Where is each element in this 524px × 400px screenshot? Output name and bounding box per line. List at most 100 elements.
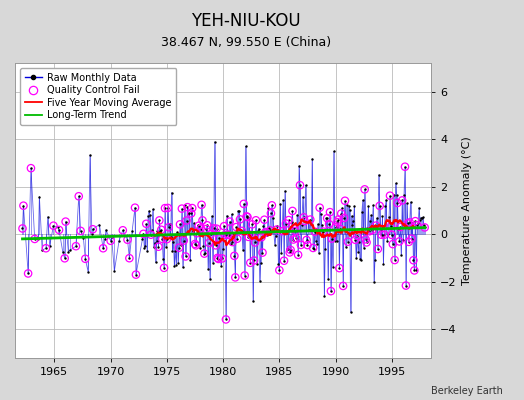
- Point: [213, 255, 222, 261]
- Point: [38, 247, 47, 253]
- Point: [170, 263, 179, 270]
- Point: [328, 236, 336, 242]
- Point: [183, 204, 192, 210]
- Point: [158, 236, 167, 242]
- Point: [307, 227, 315, 233]
- Point: [336, 226, 344, 232]
- Point: [46, 243, 54, 249]
- Point: [354, 249, 362, 255]
- Point: [115, 238, 123, 244]
- Point: [64, 249, 73, 255]
- Point: [200, 250, 209, 257]
- Point: [81, 256, 90, 262]
- Point: [171, 247, 180, 254]
- Point: [356, 256, 364, 262]
- Point: [230, 253, 238, 259]
- Point: [345, 203, 353, 210]
- Point: [310, 246, 318, 253]
- Point: [399, 237, 407, 244]
- Point: [152, 238, 161, 244]
- Point: [144, 212, 152, 219]
- Point: [154, 244, 162, 250]
- Point: [159, 256, 167, 262]
- Point: [269, 226, 278, 232]
- Point: [258, 249, 267, 256]
- Point: [222, 316, 230, 323]
- Point: [211, 242, 220, 248]
- Point: [300, 218, 309, 224]
- Point: [238, 228, 246, 234]
- Point: [214, 256, 223, 262]
- Point: [342, 244, 350, 250]
- Point: [339, 283, 347, 289]
- Point: [281, 188, 289, 194]
- Point: [163, 205, 172, 211]
- Point: [194, 222, 203, 229]
- Point: [178, 206, 186, 212]
- Point: [268, 202, 276, 208]
- Point: [183, 204, 192, 210]
- Point: [106, 238, 115, 244]
- Point: [419, 214, 427, 220]
- Point: [259, 222, 268, 229]
- Point: [352, 254, 361, 261]
- Point: [19, 202, 28, 209]
- Point: [396, 224, 405, 230]
- Point: [343, 202, 351, 208]
- Point: [147, 232, 155, 238]
- Point: [60, 255, 69, 262]
- Point: [418, 215, 426, 222]
- Point: [403, 220, 412, 227]
- Point: [353, 232, 362, 239]
- Point: [198, 217, 206, 224]
- Point: [84, 269, 92, 275]
- Point: [230, 253, 238, 259]
- Point: [269, 214, 277, 221]
- Point: [319, 228, 328, 235]
- Point: [110, 268, 118, 274]
- Point: [248, 221, 256, 228]
- Point: [125, 255, 134, 262]
- Point: [294, 252, 302, 258]
- Point: [160, 265, 168, 271]
- Point: [182, 217, 191, 224]
- Point: [260, 216, 269, 223]
- Point: [385, 214, 393, 220]
- Point: [311, 228, 319, 235]
- Point: [123, 236, 132, 243]
- Point: [398, 197, 407, 204]
- Point: [225, 218, 234, 225]
- Point: [265, 225, 273, 231]
- Point: [258, 249, 267, 256]
- Point: [35, 193, 43, 200]
- Point: [395, 238, 403, 245]
- Point: [34, 236, 42, 242]
- Point: [401, 164, 409, 170]
- Point: [155, 217, 163, 224]
- Point: [142, 220, 150, 227]
- Point: [380, 232, 389, 238]
- Point: [208, 213, 216, 219]
- Point: [389, 241, 397, 247]
- Point: [263, 232, 271, 238]
- Point: [237, 229, 245, 236]
- Point: [398, 197, 407, 204]
- Point: [72, 243, 80, 249]
- Point: [220, 223, 228, 229]
- Point: [396, 224, 405, 230]
- Point: [192, 242, 200, 248]
- Point: [290, 225, 299, 232]
- Point: [278, 228, 287, 234]
- Point: [270, 241, 279, 248]
- Point: [243, 213, 251, 220]
- Point: [226, 240, 235, 247]
- Point: [415, 204, 423, 211]
- Point: [241, 272, 249, 279]
- Point: [379, 260, 388, 267]
- Point: [407, 199, 415, 205]
- Point: [289, 236, 298, 243]
- Point: [235, 208, 243, 214]
- Point: [24, 270, 32, 277]
- Point: [163, 205, 172, 211]
- Point: [149, 206, 157, 212]
